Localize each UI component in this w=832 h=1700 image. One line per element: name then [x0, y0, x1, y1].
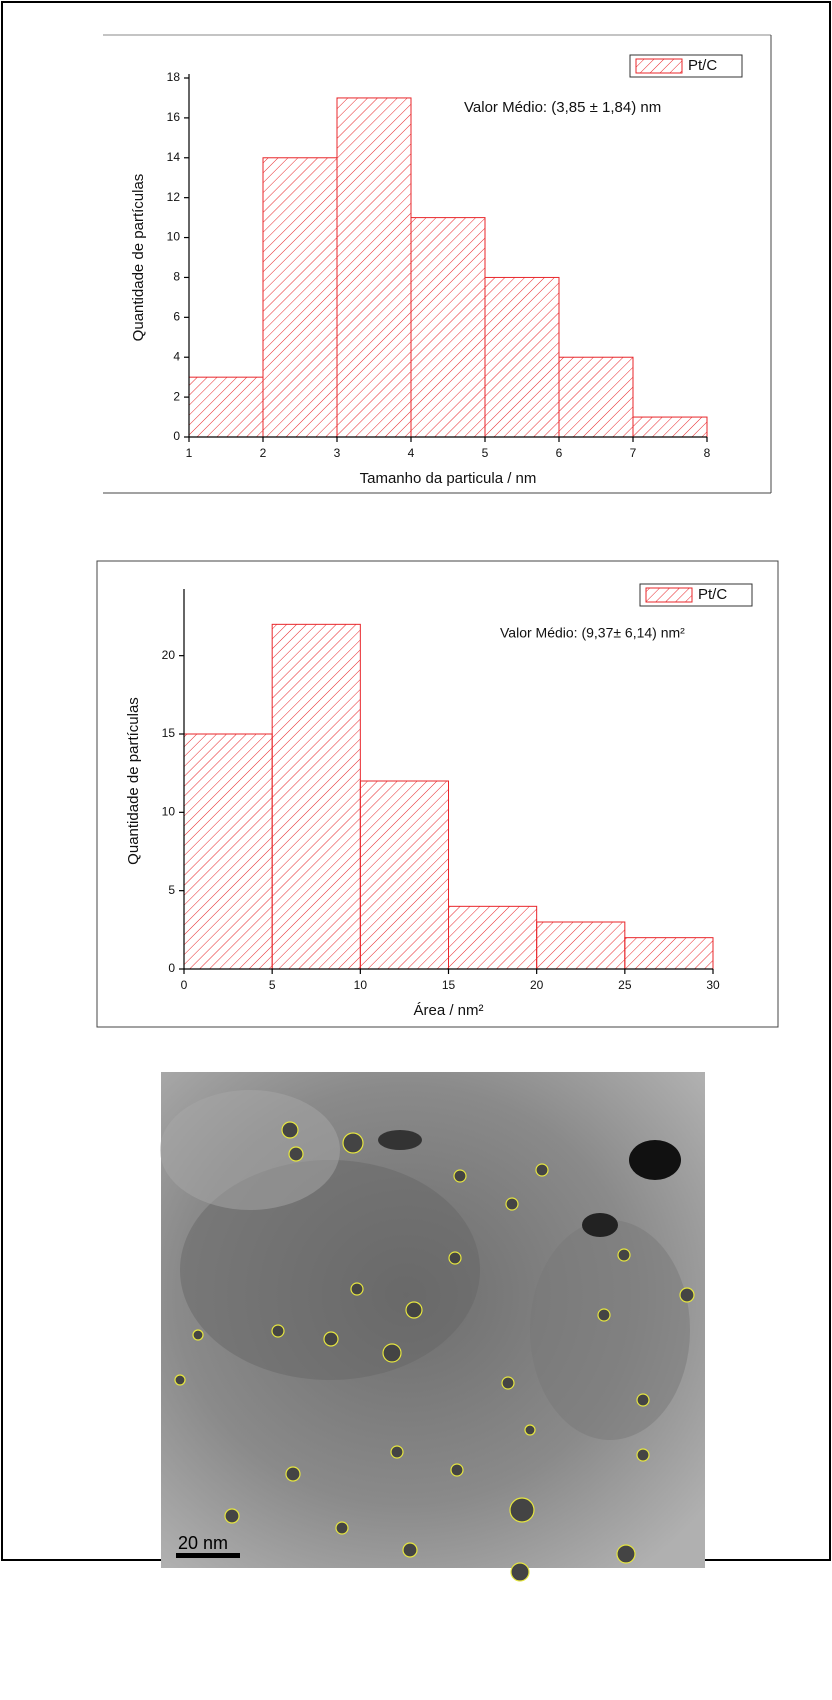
particle-cluster [629, 1140, 681, 1180]
x-tick-label: 7 [630, 446, 637, 460]
x-tick-label: 2 [260, 446, 267, 460]
particle-markers [174, 1121, 695, 1582]
histogram-bar [448, 905, 538, 970]
y-tick-label: 5 [168, 883, 175, 897]
x-tick-label: 10 [354, 978, 368, 992]
tem-micrograph: 20 nm [160, 1072, 705, 1582]
x-tick-label: 5 [269, 978, 276, 992]
annotation: Valor Médio: (3,85 ± 1,84) nm [464, 99, 661, 116]
x-tick-label: 20 [530, 978, 544, 992]
histogram-bar [359, 780, 450, 970]
x-tick-label: 6 [556, 446, 563, 460]
scale-bar-label: 20 nm [178, 1533, 228, 1553]
x-tick-label: 5 [482, 446, 489, 460]
particle-cluster [378, 1130, 422, 1150]
carbon-support [160, 1090, 340, 1210]
y-tick-label: 8 [173, 270, 180, 284]
particle-cluster [582, 1213, 618, 1237]
y-axis-label: Quantidade de partículas [125, 697, 142, 865]
legend-label: Pt/C [688, 57, 717, 74]
y-tick-label: 20 [162, 648, 176, 662]
histogram-bar [484, 276, 560, 438]
y-tick-label: 18 [167, 70, 181, 84]
x-tick-label: 3 [334, 446, 341, 460]
histogram-bar [188, 376, 264, 438]
histogram-bar [624, 937, 714, 970]
y-tick-label: 6 [173, 310, 180, 324]
y-tick-label: 16 [167, 110, 181, 124]
y-tick-label: 15 [162, 726, 176, 740]
scale-bar [176, 1553, 240, 1558]
histogram-bar [536, 921, 626, 970]
y-tick-label: 0 [173, 429, 180, 443]
legend-swatch [635, 58, 683, 74]
y-tick-label: 10 [162, 805, 176, 819]
legend-label: Pt/C [698, 586, 727, 603]
x-tick-label: 1 [186, 446, 193, 460]
annotation: Valor Médio: (9,37± 6,14) nm² [500, 625, 685, 641]
x-axis-label: Tamanho da particula / nm [360, 470, 537, 487]
histogram-bar [183, 733, 273, 970]
chart-frame [96, 560, 779, 1028]
x-axis-label: Área / nm² [413, 1002, 483, 1019]
histogram-bar [262, 157, 338, 438]
x-tick-label: 25 [618, 978, 632, 992]
y-tick-label: 12 [167, 190, 181, 204]
histogram-bar [336, 97, 412, 438]
x-tick-label: 0 [181, 978, 188, 992]
carbon-support [180, 1160, 480, 1380]
histogram-bar [410, 217, 486, 438]
y-axis-label: Quantidade de partículas [130, 174, 147, 342]
y-tick-label: 14 [167, 150, 181, 164]
histogram-bar [632, 416, 708, 438]
y-tick-label: 2 [173, 389, 180, 403]
y-tick-label: 0 [168, 961, 175, 975]
x-tick-label: 4 [408, 446, 415, 460]
x-tick-label: 30 [706, 978, 720, 992]
x-tick-label: 15 [442, 978, 456, 992]
x-tick-label: 8 [704, 446, 711, 460]
histogram-bar [271, 623, 361, 970]
histogram-chart: 0 5 10 15 20 0 5 10 15 20 25 30 Área / nm² Quantidade… [96, 560, 779, 1028]
y-tick-label: 10 [167, 230, 181, 244]
carbon-support [530, 1220, 690, 1440]
y-tick-label: 4 [173, 349, 180, 363]
legend-swatch [645, 587, 693, 603]
histogram-bar [558, 356, 634, 438]
